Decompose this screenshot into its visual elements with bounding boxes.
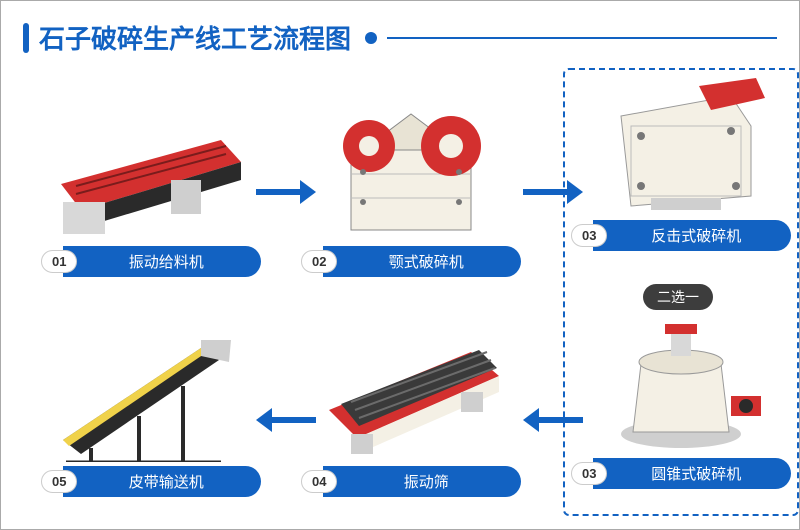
node-jaw-crusher: 02 颚式破碎机 bbox=[301, 102, 521, 277]
machine-screen-icon bbox=[311, 322, 511, 462]
label-row: 04 振动筛 bbox=[301, 466, 521, 497]
diagram-title: 石子破碎生产线工艺流程图 bbox=[39, 19, 351, 56]
arrow-head-icon bbox=[567, 180, 583, 204]
arrow-head-icon bbox=[300, 180, 316, 204]
arrow-shaft bbox=[272, 417, 316, 423]
label-row: 01 振动给料机 bbox=[41, 246, 261, 277]
step-number: 04 bbox=[301, 470, 337, 493]
node-impact-crusher: 03 反击式破碎机 bbox=[571, 76, 791, 251]
step-name: 振动筛 bbox=[323, 466, 521, 497]
flow-grid: 二选一 01 振动给料机 bbox=[23, 62, 777, 522]
arrow-left-icon bbox=[256, 408, 316, 432]
arrow-shaft bbox=[523, 189, 567, 195]
step-name: 颚式破碎机 bbox=[323, 246, 521, 277]
title-line bbox=[387, 37, 777, 39]
step-name: 皮带输送机 bbox=[63, 466, 261, 497]
arrow-head-icon bbox=[256, 408, 272, 432]
machine-impact-icon bbox=[581, 76, 781, 216]
label-row: 03 反击式破碎机 bbox=[571, 220, 791, 251]
title-row: 石子破碎生产线工艺流程图 bbox=[23, 19, 777, 56]
arrow-right-icon bbox=[523, 180, 583, 204]
step-name: 反击式破碎机 bbox=[593, 220, 791, 251]
step-number: 03 bbox=[571, 224, 607, 247]
title-accent-bar bbox=[23, 23, 29, 53]
label-row: 02 颚式破碎机 bbox=[301, 246, 521, 277]
step-number: 02 bbox=[301, 250, 337, 273]
step-number: 05 bbox=[41, 470, 77, 493]
arrow-right-icon bbox=[256, 180, 316, 204]
label-row: 05 皮带输送机 bbox=[41, 466, 261, 497]
arrow-shaft bbox=[256, 189, 300, 195]
arrow-head-icon bbox=[523, 408, 539, 432]
step-name: 圆锥式破碎机 bbox=[593, 458, 791, 489]
step-name: 振动给料机 bbox=[63, 246, 261, 277]
machine-cone-icon bbox=[581, 314, 781, 454]
node-cone-crusher: 03 圆锥式破碎机 bbox=[571, 314, 791, 489]
step-number: 03 bbox=[571, 462, 607, 485]
node-belt: 05 皮带输送机 bbox=[41, 322, 261, 497]
arrow-left-icon bbox=[523, 408, 583, 432]
arrow-shaft bbox=[539, 417, 583, 423]
choice-label: 二选一 bbox=[643, 284, 713, 310]
step-number: 01 bbox=[41, 250, 77, 273]
node-screen: 04 振动筛 bbox=[301, 322, 521, 497]
title-dot-icon bbox=[365, 32, 377, 44]
machine-feeder-icon bbox=[51, 102, 251, 242]
machine-belt-icon bbox=[51, 322, 251, 462]
diagram-frame: 石子破碎生产线工艺流程图 二选一 01 振动给料机 bbox=[0, 0, 800, 530]
machine-jaw-icon bbox=[311, 102, 511, 242]
node-feeder: 01 振动给料机 bbox=[41, 102, 261, 277]
label-row: 03 圆锥式破碎机 bbox=[571, 458, 791, 489]
